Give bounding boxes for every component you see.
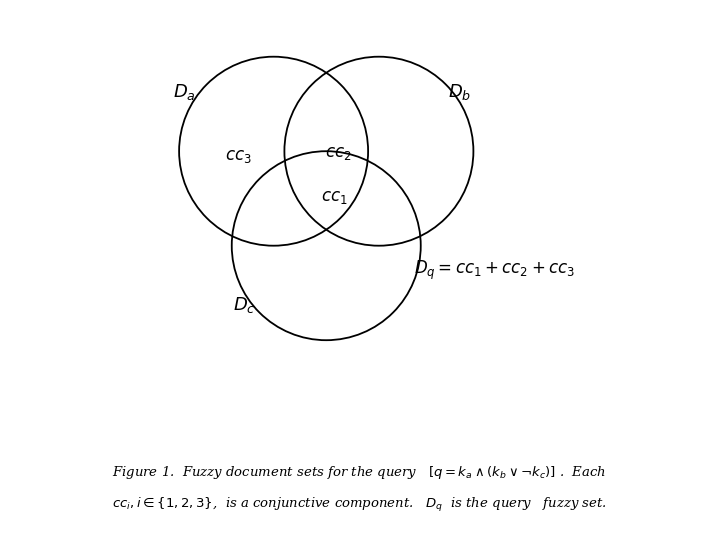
Text: $cc_1$: $cc_1$	[320, 188, 348, 206]
Text: $D_b$: $D_b$	[449, 82, 472, 102]
Text: $D_q = cc_1 + cc_2 + cc_3$: $D_q = cc_1 + cc_2 + cc_3$	[414, 259, 575, 281]
Text: $D_c$: $D_c$	[233, 295, 255, 315]
Text: Figure 1.  Fuzzy document sets for the query   $[q = k_a \wedge (k_b \vee \neg k: Figure 1. Fuzzy document sets for the qu…	[112, 464, 606, 481]
Text: $cc_2$: $cc_2$	[325, 145, 351, 163]
Text: $cc_i, i \in \{1,2,3\}$,  is a conjunctive component.   $D_q$  is the query   fu: $cc_i, i \in \{1,2,3\}$, is a conjunctiv…	[112, 496, 606, 514]
Text: $cc_3$: $cc_3$	[225, 148, 252, 165]
Text: $D_a$: $D_a$	[173, 82, 196, 102]
